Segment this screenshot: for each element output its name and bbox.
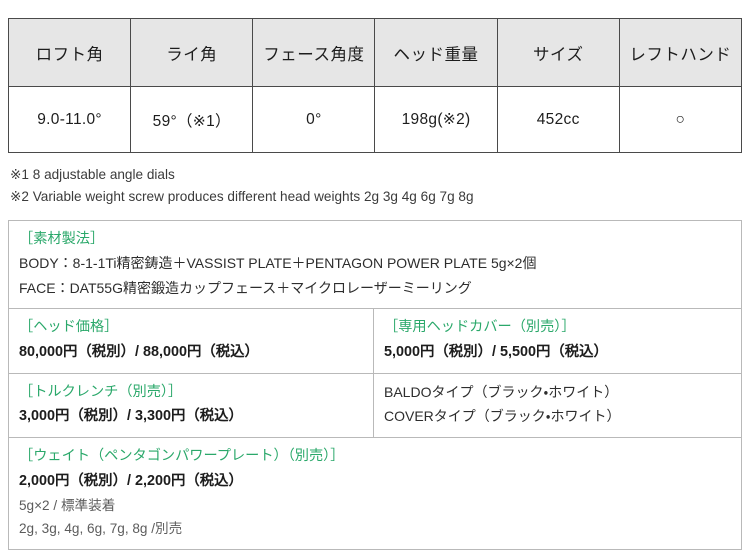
- column-header-face-angle: フェース角度: [252, 18, 376, 87]
- footnotes: ※1 8 adjustable angle dials ※2 Variable …: [10, 164, 742, 208]
- head-cover-block: ［専用ヘッドカバー（別売）］ 5,000円（税別）/ 5,500円（税込）: [374, 309, 741, 372]
- weight-heading: ［ウェイト（ペンタゴンパワープレート）（別売）］: [19, 448, 345, 465]
- footnote-2: ※2 Variable weight screw produces differ…: [10, 189, 474, 205]
- cell-left-hand-available-icon: ○: [618, 86, 743, 153]
- torque-wrench-subrow: ［トルクレンチ（別売）］ 3,000円（税別）/ 3,300円（税込）: [9, 374, 373, 437]
- material-heading: ［素材製法］: [19, 231, 105, 248]
- material-block: ［素材製法］ BODY：8-1-1Ti精密鋳造＋VASSIST PLATE＋PE…: [9, 221, 741, 308]
- column-header-left-hand: レフトハンド: [618, 18, 743, 87]
- weight-standard-spec: 5g×2 / 標準装着: [19, 497, 116, 513]
- head-price-block: ［ヘッド価格］ 80,000円（税別）/ 88,000円（税込）: [9, 309, 373, 372]
- spec-table: ロフト角 ライ角 フェース角度 ヘッド重量 サイズ レフトハンド 9.0-11.…: [7, 18, 743, 153]
- weight-row: ［ウェイト（ペンタゴンパワープレート）（別売）］ 2,000円（税別）/ 2,2…: [9, 438, 741, 549]
- material-face-line: FACE：DAT55G精密鍛造カップフェース＋マイクロレーザーミーリング: [19, 279, 472, 296]
- spec-sheet-page: ロフト角 ライ角 フェース角度 ヘッド重量 サイズ レフトハンド 9.0-11.…: [7, 18, 743, 550]
- info-panel: ［素材製法］ BODY：8-1-1Ti精密鋳造＋VASSIST PLATE＋PE…: [8, 220, 742, 550]
- column-header-loft: ロフト角: [7, 18, 132, 87]
- price-column-right: ［専用ヘッドカバー（別売）］ 5,000円（税別）/ 5,500円（税込） BA…: [374, 309, 741, 437]
- torque-wrench-heading: ［トルクレンチ（別売）］: [19, 383, 183, 400]
- material-row: ［素材製法］ BODY：8-1-1Ti精密鋳造＋VASSIST PLATE＋PE…: [9, 221, 741, 310]
- cell-head-weight-value: 198g(※2): [374, 86, 498, 153]
- cell-loft-value: 9.0-11.0°: [7, 86, 132, 153]
- column-header-head-weight: ヘッド重量: [374, 18, 498, 87]
- head-price-value: 80,000円（税別）/ 88,000円（税込）: [19, 343, 259, 360]
- column-header-lie: ライ角: [130, 18, 254, 87]
- material-body-line: BODY：8-1-1Ti精密鋳造＋VASSIST PLATE＋PENTAGON …: [19, 255, 537, 272]
- head-cover-heading: ［専用ヘッドカバー（別売）］: [384, 319, 576, 336]
- weight-price-value: 2,000円（税別）/ 2,200円（税込）: [19, 472, 243, 489]
- column-header-size: サイズ: [496, 18, 620, 87]
- head-cover-value: 5,000円（税別）/ 5,500円（税込）: [384, 343, 608, 360]
- footnote-1: ※1 8 adjustable angle dials: [10, 167, 175, 182]
- head-cover-type-cover: COVERタイプ（ブラック・ホワイト）: [384, 408, 621, 425]
- head-price-subrow: ［ヘッド価格］ 80,000円（税別）/ 88,000円（税込）: [9, 309, 373, 374]
- price-column-left: ［ヘッド価格］ 80,000円（税別）/ 88,000円（税込） ［トルクレンチ…: [9, 309, 374, 438]
- spec-table-head: ロフト角 ライ角 フェース角度 ヘッド重量 サイズ レフトハンド: [7, 18, 743, 87]
- head-cover-types-block: BALDOタイプ（ブラック・ホワイト） COVERタイプ（ブラック・ホワイト）: [374, 374, 741, 437]
- cell-size-value: 452cc: [496, 86, 620, 153]
- table-row: 9.0-11.0° 59°（※1） 0° 198g(※2) 452cc ○: [7, 86, 743, 153]
- weight-optional-spec: 2g, 3g, 4g, 6g, 7g, 8g /別売: [19, 521, 183, 537]
- head-cover-price-subrow: ［専用ヘッドカバー（別売）］ 5,000円（税別）/ 5,500円（税込）: [374, 309, 741, 374]
- price-row: ［ヘッド価格］ 80,000円（税別）/ 88,000円（税込） ［トルクレンチ…: [9, 309, 741, 439]
- weight-block: ［ウェイト（ペンタゴンパワープレート）（別売）］ 2,000円（税別）/ 2,2…: [9, 438, 741, 549]
- head-cover-types-subrow: BALDOタイプ（ブラック・ホワイト） COVERタイプ（ブラック・ホワイト）: [374, 374, 741, 437]
- cell-face-angle-value: 0°: [252, 86, 376, 153]
- torque-wrench-block: ［トルクレンチ（別売）］ 3,000円（税別）/ 3,300円（税込）: [9, 374, 373, 437]
- head-cover-type-baldo: BALDOタイプ（ブラック・ホワイト）: [384, 383, 619, 400]
- table-header-row: ロフト角 ライ角 フェース角度 ヘッド重量 サイズ レフトハンド: [7, 18, 743, 87]
- cell-lie-value: 59°（※1）: [130, 86, 254, 153]
- head-price-heading: ［ヘッド価格］: [19, 319, 119, 336]
- spec-table-body: 9.0-11.0° 59°（※1） 0° 198g(※2) 452cc ○: [7, 86, 743, 153]
- torque-wrench-value: 3,000円（税別）/ 3,300円（税込）: [19, 408, 243, 425]
